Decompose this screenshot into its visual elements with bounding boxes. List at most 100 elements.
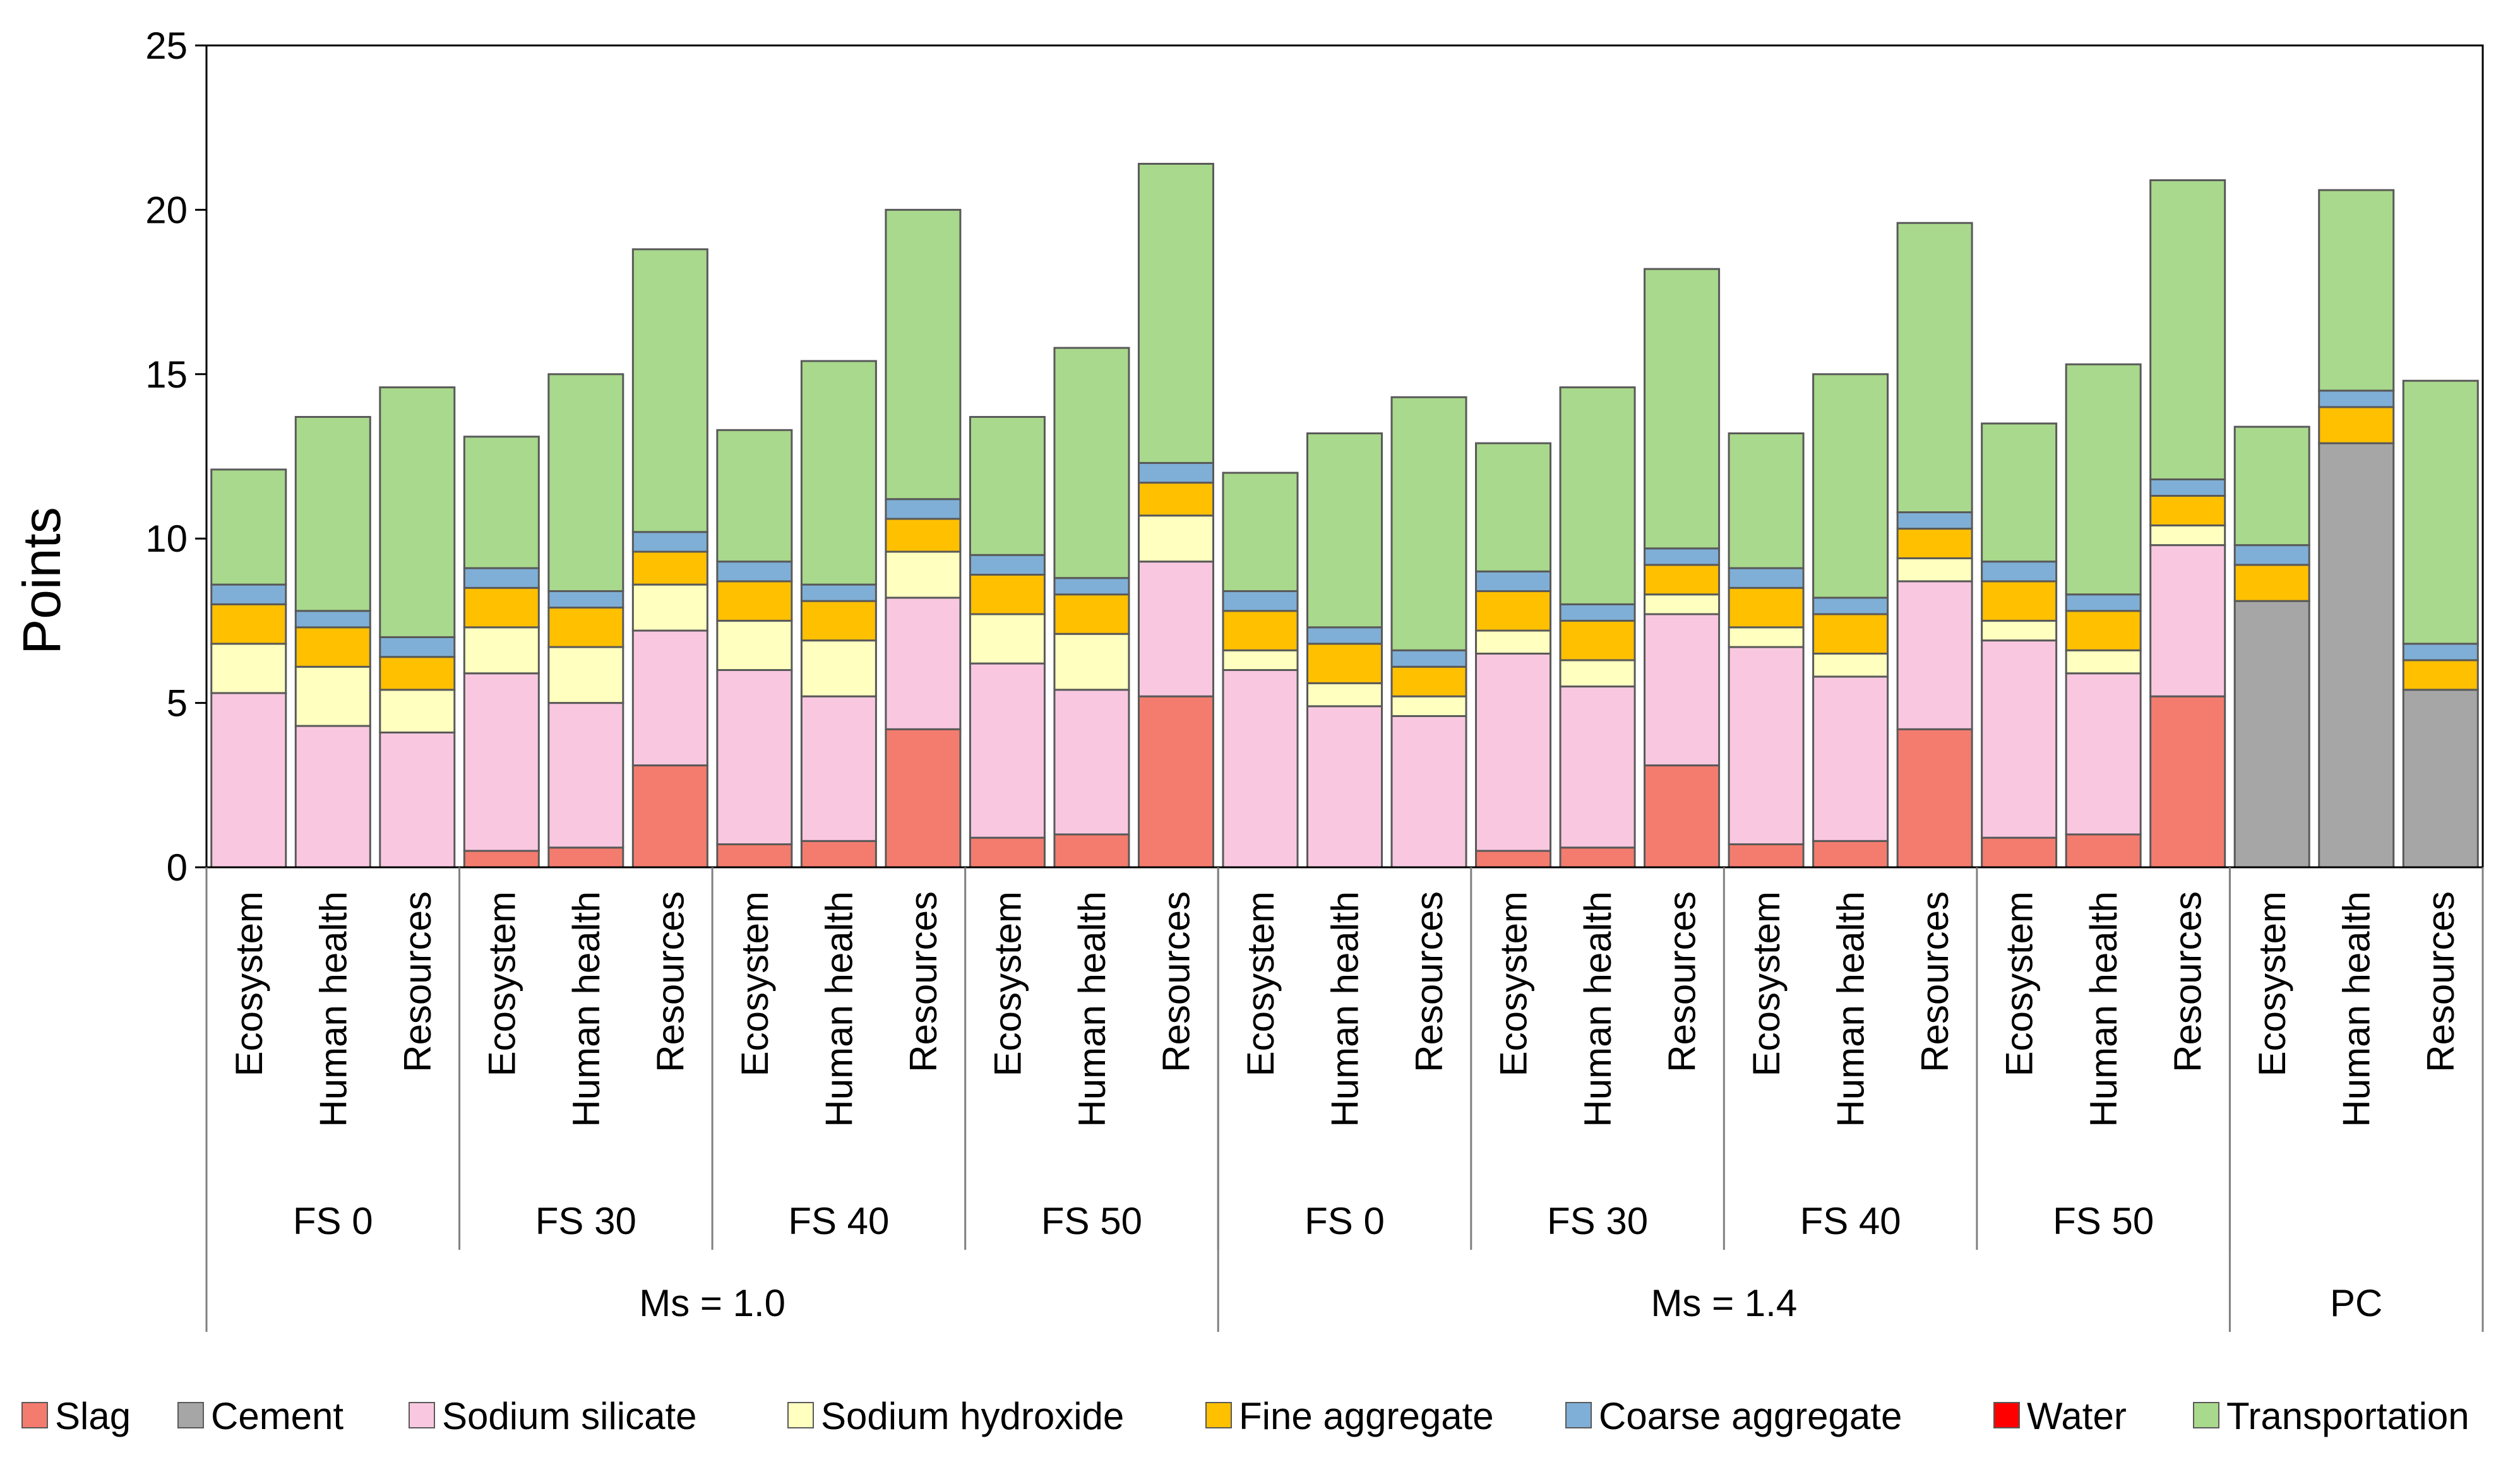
bar-segment-slag: [1728, 843, 1805, 869]
bar-segment-slag: [885, 728, 962, 869]
bar-segment-transportation: [1981, 422, 2058, 563]
bar-segment-sodium-hydroxide: [547, 646, 624, 704]
category-label: Resources: [2420, 891, 2462, 1072]
bar-segment-transportation: [1896, 222, 1973, 514]
bar-segment-transportation: [1053, 347, 1130, 579]
bar-segment-coarse-aggregate: [1728, 567, 1805, 589]
bar-segment-coarse-aggregate: [463, 567, 540, 589]
bar-segment-coarse-aggregate: [1644, 547, 1721, 566]
category-label: Human health: [1071, 891, 1113, 1127]
bar-segment-fine-aggregate: [2318, 406, 2395, 444]
y-tick-label: 0: [167, 846, 188, 889]
bar-segment-fine-aggregate: [2402, 659, 2479, 691]
bar-segment-sodium-hydroxide: [1222, 649, 1299, 672]
bar-segment-coarse-aggregate: [1053, 577, 1130, 596]
legend-swatch: [409, 1402, 435, 1428]
category-label: Resources: [1661, 891, 1704, 1072]
bar-segment-slag: [463, 850, 540, 869]
category-label: Human health: [1577, 891, 1619, 1127]
category-label: Human health: [2336, 891, 2378, 1127]
bar-segment-coarse-aggregate: [1981, 561, 2058, 583]
bar-segment-coarse-aggregate: [1896, 511, 1973, 530]
bar-segment-sodium-silicate: [1390, 715, 1467, 869]
bar-segment-fine-aggregate: [210, 603, 287, 645]
bar-segment-fine-aggregate: [2065, 610, 2142, 651]
category-label: Human health: [818, 891, 860, 1127]
bar-segment-coarse-aggregate: [800, 583, 877, 602]
category-label: Ecosystem: [1745, 891, 1788, 1076]
bar-segment-sodium-hydroxide: [1728, 626, 1805, 648]
bar-segment-sodium-hydroxide: [1137, 514, 1214, 563]
legend-swatch: [2193, 1402, 2219, 1428]
bar-segment-slag: [1053, 833, 1130, 869]
group-label-inner: FS 30: [1547, 1200, 1648, 1242]
bar-segment-sodium-silicate: [1475, 652, 1552, 852]
bar-segment-sodium-silicate: [1981, 639, 2058, 839]
category-label: Ecosystem: [481, 891, 523, 1076]
bar-segment-sodium-silicate: [1812, 675, 1889, 842]
bar-segment-sodium-silicate: [631, 629, 708, 767]
legend-swatch: [21, 1402, 48, 1428]
group-label-outer: Ms = 1.4: [1651, 1282, 1797, 1324]
bar-segment-transportation: [800, 360, 877, 586]
bar-segment-coarse-aggregate: [969, 554, 1046, 576]
category-label: Ecosystem: [734, 891, 776, 1076]
bar-segment-slag: [2065, 833, 2142, 869]
y-tick-label: 15: [145, 353, 188, 396]
bar-segment-coarse-aggregate: [1559, 603, 1636, 622]
bar-segment-transportation: [2233, 425, 2310, 547]
group-label-inner: FS 30: [535, 1200, 636, 1242]
bar-segment-sodium-hydroxide: [379, 689, 456, 733]
bar-segment-fine-aggregate: [716, 580, 793, 622]
bar-segment-coarse-aggregate: [2318, 389, 2395, 408]
group-label-inner: FS 0: [293, 1200, 373, 1242]
bar-segment-sodium-silicate: [210, 692, 287, 869]
bar-segment-fine-aggregate: [969, 573, 1046, 615]
bar-segment-coarse-aggregate: [1222, 590, 1299, 612]
bar-segment-sodium-silicate: [800, 695, 877, 842]
bar-segment-fine-aggregate: [379, 656, 456, 691]
bar-segment-transportation: [1222, 472, 1299, 593]
y-tick-label: 20: [145, 189, 188, 231]
bar-segment-slag: [547, 846, 624, 869]
bar-segment-coarse-aggregate: [379, 636, 456, 658]
bar-segment-coarse-aggregate: [1475, 570, 1552, 593]
category-label: Resources: [397, 891, 439, 1072]
bar-segment-sodium-silicate: [294, 725, 371, 869]
bar-segment-sodium-hydroxide: [1053, 632, 1130, 691]
bar-segment-sodium-hydroxide: [210, 643, 287, 694]
bar-segment-sodium-silicate: [2149, 544, 2226, 697]
bar-segment-coarse-aggregate: [1390, 649, 1467, 668]
bar-segment-fine-aggregate: [800, 600, 877, 642]
bar-segment-fine-aggregate: [1475, 590, 1552, 632]
category-label: Ecosystem: [1998, 891, 2041, 1076]
bar-segment-transportation: [1137, 162, 1214, 464]
legend-swatch: [1205, 1402, 1232, 1428]
legend-label: Water: [2027, 1395, 2127, 1437]
bar-segment-transportation: [1306, 432, 1383, 629]
bar-segment-sodium-silicate: [716, 669, 793, 846]
category-label: Resources: [1914, 891, 1956, 1072]
bar-segment-sodium-hydroxide: [1306, 682, 1383, 708]
bar-segment-coarse-aggregate: [1137, 461, 1214, 484]
bar-segment-coarse-aggregate: [2065, 593, 2142, 612]
category-label: Human health: [2082, 891, 2125, 1127]
group-label-inner: FS 0: [1305, 1200, 1385, 1242]
bar-segment-sodium-hydroxide: [1390, 695, 1467, 717]
legend-swatch: [787, 1402, 814, 1428]
category-label: Human health: [565, 891, 607, 1127]
bar-segment-fine-aggregate: [2233, 564, 2310, 602]
bar-segment-sodium-silicate: [1896, 580, 1973, 730]
bar-segment-coarse-aggregate: [1306, 626, 1383, 645]
bar-segment-fine-aggregate: [1728, 586, 1805, 629]
bar-segment-slag: [2149, 695, 2226, 869]
axes-layer: 0 5 10 15 20 25: [145, 25, 2484, 889]
bar-segment-fine-aggregate: [1390, 665, 1467, 697]
group-label-inner: FS 40: [1800, 1200, 1901, 1242]
category-label: Resources: [902, 891, 945, 1072]
category-labels: Ecosystem Human health Resources Ecosystem H…: [228, 891, 2462, 1127]
bar-segment-sodium-hydroxide: [1981, 619, 2058, 642]
bar-segment-transportation: [969, 416, 1046, 556]
bar-segment-transportation: [716, 429, 793, 563]
